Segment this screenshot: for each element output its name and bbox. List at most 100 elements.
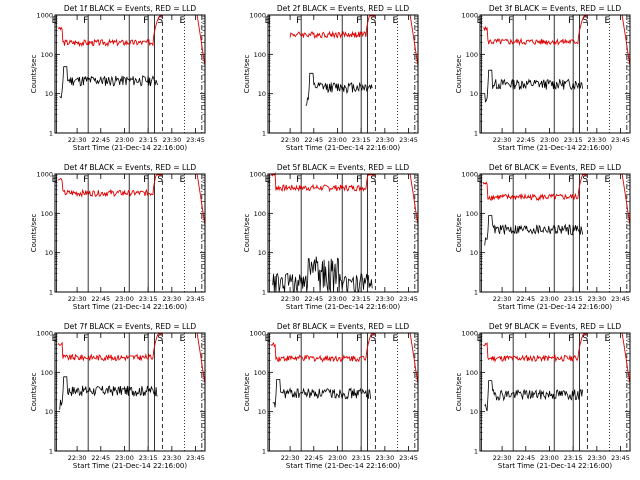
- x-tick-label: 23:15: [352, 136, 371, 144]
- x-tick-label: 23:45: [611, 136, 630, 144]
- marker-label: F: [296, 175, 301, 185]
- lld-series-line: [57, 174, 163, 198]
- panel-title: Det 6f BLACK = Events, RED = LLD: [489, 163, 622, 172]
- x-tick-label: 22:45: [304, 295, 323, 303]
- detector-panel: Det 3f BLACK = Events, RED = LLD 1 10 100 10…: [455, 4, 631, 152]
- y-tick-label: 1000: [461, 330, 478, 338]
- plot-frame: [479, 14, 631, 134]
- lld-series-line: [57, 15, 163, 48]
- events-series-line: [59, 66, 158, 99]
- x-tick-label: 23:45: [611, 454, 630, 462]
- marker-label: F: [508, 334, 513, 344]
- y-axis-label: Counts/sec: [455, 214, 463, 253]
- x-tick-label: 23:15: [564, 136, 583, 144]
- marker-label: F: [296, 16, 301, 26]
- marker-label: S: [157, 334, 163, 344]
- marker-label: S: [370, 334, 376, 344]
- lld-series-line: [270, 333, 376, 363]
- y-tick-label: 10: [470, 408, 478, 416]
- y-tick-label: 1: [49, 448, 53, 456]
- x-tick-label: 22:30: [68, 454, 87, 462]
- y-tick-label: 10: [45, 90, 53, 98]
- x-axis-label: Start Time (21-Dec-14 22:16:00): [498, 144, 612, 152]
- marker-label: F: [143, 175, 148, 185]
- y-tick-label: 1: [49, 289, 53, 297]
- x-tick-label: 23:00: [328, 136, 347, 144]
- y-tick-label: 100: [254, 51, 266, 59]
- lld-tail-line: [409, 332, 419, 385]
- lld-series-line: [483, 15, 588, 47]
- panel-title: Det 3f BLACK = Events, RED = LLD: [489, 4, 622, 13]
- marker-label: F: [143, 334, 148, 344]
- x-tick-label: 23:15: [352, 454, 371, 462]
- marker-label: S: [582, 16, 588, 26]
- lld-tail-line: [196, 14, 206, 67]
- plot-frame: [54, 332, 206, 452]
- marker-label: E: [392, 175, 398, 185]
- x-axis-label: Start Time (21-Dec-14 22:16:00): [73, 144, 187, 152]
- y-tick-label: 10: [470, 90, 478, 98]
- y-axis-label: Counts/sec: [455, 55, 463, 94]
- y-tick-label: 100: [41, 369, 53, 377]
- plot-frame: [267, 173, 419, 293]
- y-tick-label: 1000: [36, 330, 53, 338]
- detector-panel: Det 8f BLACK = Events, RED = LLD 1 10 100 10…: [243, 322, 419, 470]
- x-tick-label: 22:30: [493, 295, 512, 303]
- x-tick-label: 23:00: [540, 295, 559, 303]
- x-tick-label: 23:30: [375, 295, 394, 303]
- lld-tail-line: [621, 173, 631, 226]
- lld-series-line: [483, 333, 588, 363]
- y-tick-label: 1: [474, 130, 478, 138]
- x-tick-label: 22:30: [281, 295, 300, 303]
- marker-label: S: [157, 175, 163, 185]
- marker-label: F: [83, 334, 88, 344]
- marker-label: S: [157, 16, 163, 26]
- panel-title: Det 7f BLACK = Events, RED = LLD: [64, 322, 197, 331]
- marker-label: F: [83, 16, 88, 26]
- x-tick-label: 23:45: [186, 454, 205, 462]
- plot-frame: [267, 332, 419, 452]
- x-tick-label: 23:45: [611, 295, 630, 303]
- y-tick-label: 100: [466, 369, 478, 377]
- plot-frame: [267, 14, 419, 134]
- lld-series-line: [289, 15, 376, 40]
- marker-label: F: [356, 175, 361, 185]
- marker-label: F: [568, 16, 573, 26]
- x-tick-label: 22:30: [68, 295, 87, 303]
- x-axis-label: Start Time (21-Dec-14 22:16:00): [498, 303, 612, 311]
- x-tick-label: 22:30: [493, 136, 512, 144]
- plot-frame: [54, 14, 206, 134]
- x-tick-label: 23:30: [162, 136, 181, 144]
- events-series-line: [272, 379, 371, 408]
- x-tick-label: 22:45: [516, 454, 535, 462]
- y-axis-label: Counts/sec: [455, 373, 463, 412]
- x-axis-label: Start Time (21-Dec-14 22:16:00): [498, 462, 612, 470]
- x-tick-label: 23:30: [162, 454, 181, 462]
- y-tick-label: 10: [258, 90, 266, 98]
- x-tick-label: 22:45: [516, 136, 535, 144]
- x-tick-label: 23:15: [564, 295, 583, 303]
- y-tick-label: 1000: [36, 171, 53, 179]
- marker-label: E: [604, 334, 610, 344]
- x-tick-label: 23:15: [139, 454, 158, 462]
- marker-label: S: [370, 16, 376, 26]
- x-tick-label: 22:45: [91, 454, 110, 462]
- x-tick-label: 23:15: [352, 295, 371, 303]
- y-axis-label: Counts/sec: [243, 214, 251, 253]
- lld-tail-line: [196, 173, 206, 226]
- panel-title: Det 8f BLACK = Events, RED = LLD: [277, 322, 410, 331]
- lld-tail-line: [196, 332, 206, 385]
- x-tick-label: 22:30: [281, 454, 300, 462]
- events-series-line: [272, 256, 373, 293]
- x-tick-label: 23:15: [139, 136, 158, 144]
- detector-panel: Det 5f BLACK = Events, RED = LLD 1 10 100 10…: [243, 163, 419, 311]
- x-tick-label: 22:45: [304, 454, 323, 462]
- x-tick-label: 23:00: [115, 454, 134, 462]
- detector-panel: Det 6f BLACK = Events, RED = LLD 1 10 100 10…: [455, 163, 631, 311]
- events-series-line: [484, 69, 583, 103]
- lld-tail-line: [621, 14, 631, 67]
- y-tick-label: 10: [258, 408, 266, 416]
- y-tick-label: 1000: [249, 12, 266, 20]
- y-tick-label: 1: [262, 130, 266, 138]
- y-tick-label: 1000: [249, 171, 266, 179]
